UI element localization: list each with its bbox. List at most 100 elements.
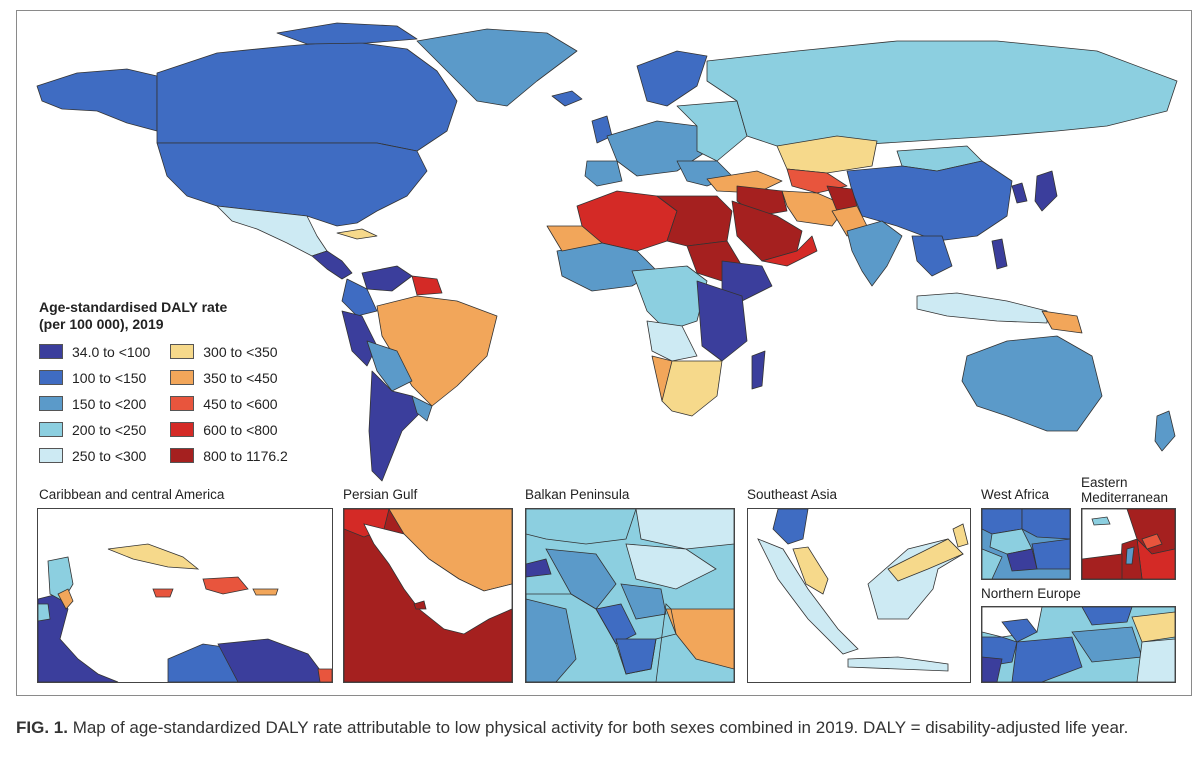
figure-frame: Age-standardised DALY rate (per 100 000)… (16, 10, 1192, 696)
region-guianas (411, 275, 443, 296)
legend-title: Age-standardised DALY rate (per 100 000)… (39, 299, 359, 333)
region-colombia (341, 278, 378, 317)
region-usa (156, 142, 428, 227)
legend-swatch (170, 448, 195, 463)
region-iran (781, 190, 848, 227)
inset-balkan (525, 508, 735, 683)
legend-label: 800 to 1176.2 (203, 447, 288, 464)
legend: Age-standardised DALY rate (per 100 000)… (39, 299, 359, 465)
legend-item: 600 to <800 (170, 420, 288, 439)
inset-title-eastern-med-line1: Eastern (1081, 475, 1128, 490)
world-map (36, 22, 1178, 482)
legend-columns: 34.0 to <100 100 to <150 150 to <200 200 to… (39, 342, 359, 465)
legend-label: 200 to <250 (72, 421, 147, 438)
inset-title-caribbean: Caribbean and central America (39, 487, 225, 502)
inset-northern-europe-map (982, 607, 1175, 682)
region-australia (961, 335, 1103, 432)
region-scandinavia (636, 50, 708, 107)
region-turkey (706, 170, 783, 194)
region-papua (1041, 310, 1083, 334)
legend-swatch (39, 448, 63, 463)
legend-item: 300 to <350 (170, 342, 288, 361)
region-mauritania (546, 225, 603, 252)
legend-swatch (170, 370, 195, 385)
inset-title-west-africa: West Africa (981, 487, 1050, 502)
region-new-zealand (1154, 410, 1176, 452)
region-bolivia (366, 340, 413, 392)
inset-eastern-med (1081, 508, 1176, 580)
figure-caption-label: FIG. 1. (16, 718, 68, 737)
legend-item: 350 to <450 (170, 368, 288, 387)
inset-title-southeast-asia: Southeast Asia (747, 487, 838, 502)
region-uruguay (411, 395, 433, 422)
region-angola (646, 320, 698, 362)
inset-northern-europe (981, 606, 1176, 683)
legend-label: 250 to <300 (72, 447, 147, 464)
legend-item: 250 to <300 (39, 446, 150, 465)
legend-item: 800 to 1176.2 (170, 446, 288, 465)
legend-label: 150 to <200 (72, 395, 147, 412)
inset-title-eastern-med: Eastern Mediterranean (1081, 475, 1168, 505)
legend-label: 34.0 to <100 (72, 343, 151, 360)
region-argentina (368, 370, 423, 482)
region-cuba (336, 228, 378, 240)
legend-column-right: 300 to <350 350 to <450 450 to <600 600 to … (170, 342, 288, 465)
region-arctic-islands (276, 22, 418, 45)
region-central-africa (631, 265, 708, 332)
inset-title-persian-gulf: Persian Gulf (343, 487, 418, 502)
figure-caption-text: Map of age-standardized DALY rate attrib… (67, 718, 1129, 737)
region-japan (1034, 170, 1058, 212)
inset-persian-gulf-map (344, 509, 512, 682)
legend-label: 450 to <600 (203, 395, 278, 412)
legend-item: 100 to <150 (39, 368, 150, 387)
figure-caption: FIG. 1. Map of age-standardized DALY rat… (16, 715, 1192, 741)
legend-item: 34.0 to <100 (39, 342, 150, 361)
region-venezuela (361, 265, 413, 292)
region-south-africa (661, 360, 723, 417)
region-iberia (584, 160, 623, 187)
inset-title-eastern-med-line2: Mediterranean (1081, 490, 1169, 505)
inset-balkan-map (526, 509, 734, 682)
region-indochina (911, 235, 953, 277)
legend-item: 150 to <200 (39, 394, 150, 413)
legend-label: 300 to <350 (203, 343, 278, 360)
legend-swatch (170, 396, 195, 411)
legend-swatch (170, 344, 195, 359)
legend-swatch (170, 422, 195, 437)
region-yemen-oman (761, 235, 818, 267)
legend-title-line2: (per 100 000), 2019 (39, 316, 164, 332)
legend-swatch (39, 422, 63, 437)
region-india (846, 220, 903, 287)
inset-title-northern-europe: Northern Europe (981, 586, 1081, 601)
legend-label: 350 to <450 (203, 369, 278, 386)
inset-west-africa-map (982, 509, 1070, 579)
legend-item: 200 to <250 (39, 420, 150, 439)
region-canada (156, 40, 458, 152)
region-madagascar (751, 350, 766, 390)
region-korea (1011, 182, 1028, 204)
inset-west-africa (981, 508, 1071, 580)
legend-column-left: 34.0 to <100 100 to <150 150 to <200 200 to… (39, 342, 150, 465)
region-indonesia (916, 292, 1048, 324)
inset-caribbean (37, 508, 333, 683)
legend-swatch (39, 344, 63, 359)
legend-swatch (39, 396, 63, 411)
inset-southeast-asia-map (757, 509, 969, 672)
inset-southeast-asia (747, 508, 971, 683)
inset-title-balkan: Balkan Peninsula (525, 487, 630, 502)
region-alaska (36, 68, 158, 132)
region-philippines (991, 238, 1008, 270)
inset-persian-gulf (343, 508, 513, 683)
region-central-america (311, 250, 353, 280)
region-iceland (551, 90, 583, 107)
inset-eastern-med-map (1082, 509, 1175, 579)
region-russia (706, 40, 1178, 147)
region-greenland (416, 28, 578, 107)
region-east-africa (696, 280, 748, 362)
legend-title-line1: Age-standardised DALY rate (39, 299, 228, 315)
legend-label: 100 to <150 (72, 369, 147, 386)
legend-item: 450 to <600 (170, 394, 288, 413)
inset-caribbean-map (38, 543, 332, 682)
legend-swatch (39, 370, 63, 385)
legend-label: 600 to <800 (203, 421, 278, 438)
